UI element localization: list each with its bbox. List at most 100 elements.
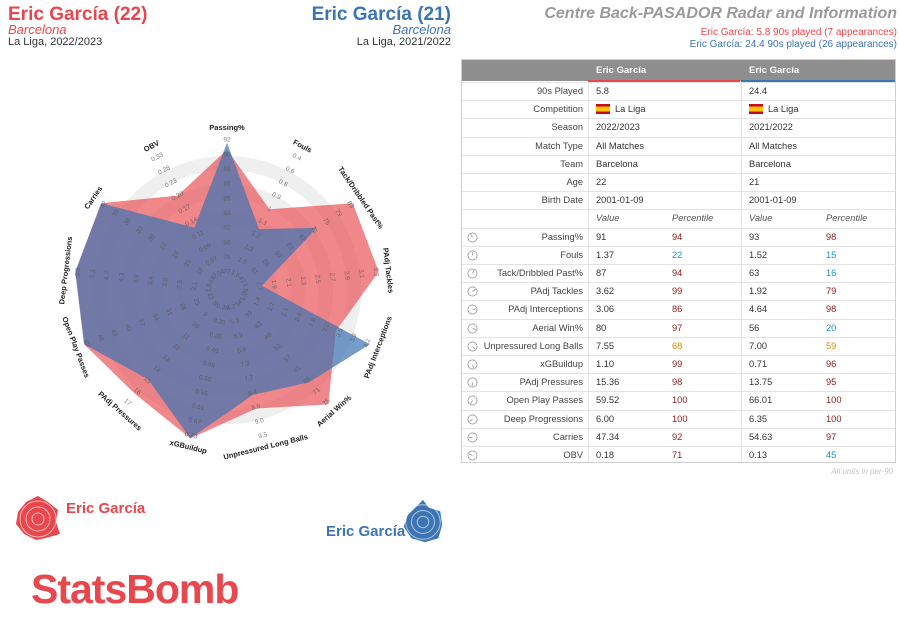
radar-tick-label: 86 [223,181,231,188]
radar-tick-label: 25 [192,297,201,307]
player2-percentile: 100 [826,395,842,406]
player1-value: 2001-01-09 [596,195,644,206]
player1-title: Eric García (22) [8,4,148,25]
radar-tick-label: 3.2 [321,322,331,333]
player2-value: 54.63 [749,431,773,442]
player1-value: 3.06 [596,304,615,315]
player2-value: 0.71 [749,359,768,369]
player2-percentile: 100 [826,413,842,424]
radar-tick-label: 5.5 [74,267,82,277]
player1-value: 6.00 [596,413,615,424]
player2-percentile: 97 [826,431,837,442]
player2-percentile: 98 [826,231,837,242]
player1-radar-logo-icon [16,496,60,540]
radar-tick-label: 79 [333,208,343,218]
radar-tick-label: 0.6 [284,165,296,176]
radar-tick-label: 1.1 [257,217,269,228]
value-header: Value [596,213,620,224]
radar-tick-label: 9.0 [254,417,265,426]
player2-value: 4.64 [749,304,768,315]
radar-tick-label: 27 [159,241,169,251]
radar-tick-label: 8.9 [251,403,262,412]
radar-tick-label: 34 [234,298,244,308]
table-row: Season 2022/2023 2021/2022 [462,118,895,137]
radar-tick-label: 24 [171,250,181,260]
radar-tick-label: 2.7 [328,272,336,282]
table-row: PAdj Tackles 3.62 99 1.92 79 [462,282,895,301]
radar-tick-label: 83 [345,200,355,210]
radar-tick-label: 66 [302,375,312,385]
radar-tick-label: 49 [82,339,91,349]
player1-percentile: 92 [672,431,683,442]
radar-tick-label: 1.0 [239,291,249,302]
radar-tick-label: 5.1 [89,268,97,278]
metric-label: Open Play Passes [506,395,583,406]
player2-value: 6.35 [749,413,768,424]
radar-axis-label: Deep Progressions [57,236,74,305]
player1-value: 91 [596,231,607,242]
radar-tick-label: 71 [312,386,322,396]
radar-tick-label: 1.7 [267,301,277,312]
metric-gauge-icon [467,250,478,261]
radar-tick-label: 6.6 [237,346,248,355]
player2-value: 56 [749,322,760,333]
player1-value: 5.8 [596,86,609,96]
player2-value: 93 [749,231,760,242]
radar-tick-label: 33 [135,225,145,235]
player1-value: Barcelona [596,158,638,169]
radar-tick-label: 77 [223,269,231,276]
table-row: Team Barcelona Barcelona [462,154,895,174]
radar-tick-label: 2.9 [343,271,351,281]
player2-value: 21 [749,177,760,187]
radar-chart: 77 78 80 82 83 85 86 88 90 92 1.6 1.5 1.3 1.2 1.1 1 0.9 0… [57,123,395,462]
table-row: Age 22 21 [462,173,895,192]
radar-axis-label: PAdj Tackles [381,247,395,293]
chart-title: Centre Back-PASADOR Radar and Informatio… [544,5,897,22]
radar-tick-label: 2.1 [280,306,290,317]
radar-tick-label: 0.50 [198,374,212,384]
player2-team: Barcelona [392,22,451,37]
player1-team: Barcelona [8,22,67,37]
spain-flag-icon [596,104,610,115]
radar-tick-label: 16 [132,386,142,396]
radar-tick-label: 14 [152,364,162,374]
radar-tick-label: 0.8 [277,178,289,189]
radar-tick-label: 51 [249,267,259,277]
row-label: Competition [533,104,583,115]
radar-tick-label: 1.6 [230,269,242,280]
metric-gauge-icon [467,341,478,352]
player2-percentile: 79 [826,286,837,297]
percentile-header: Percentile [826,213,868,224]
table-row: OBV 0.18 71 0.13 45 [462,446,895,465]
player2-minutes-info: Eric García: 24.4 90s played (26 appeara… [689,39,897,50]
radar-tick-label: 75 [322,397,332,407]
radar-tick-label: 7.2 [240,360,251,369]
player1-column-underline [588,80,740,82]
player2-percentile: 96 [826,359,837,369]
radar-tick-label: 5.3 [230,317,241,326]
radar-tick-label: 2.4 [294,311,304,322]
player2-percentile: 20 [826,322,837,333]
radar-tick-label: 1.6 [205,283,213,293]
radar-tick-label: 0.9 [271,191,283,202]
radar-tick-label: 4.2 [363,337,373,348]
metric-label: Passing% [541,231,583,242]
player1-percentile: 71 [672,450,683,460]
player2-percentile: 95 [826,377,837,388]
radar-tick-label: 4.7 [226,303,237,312]
radar-tick-label: 3.9 [132,274,140,284]
radar-tick-label: 2.1 [284,278,292,288]
table-row: 90s Played 5.8 24.4 [462,82,895,101]
radar-axis-label: Passing% [209,123,245,132]
player2-value: 1.92 [749,286,768,297]
player1-minutes-info: Eric García: 5.8 90s played (7 appearanc… [700,27,897,38]
radar-tick-label: 80 [223,239,231,246]
player2-value: 66.01 [749,395,773,406]
player1-value: 80 [596,322,607,333]
radar-tick-label: 39 [111,208,121,218]
table-row: Deep Progressions 6.00 100 6.35 100 [462,409,895,429]
radar-tick-label: 8 [211,300,219,308]
radar-series-2 [75,142,370,439]
radar-tick-label: 15 [207,275,217,285]
radar-tick-label: 1 [266,205,273,213]
